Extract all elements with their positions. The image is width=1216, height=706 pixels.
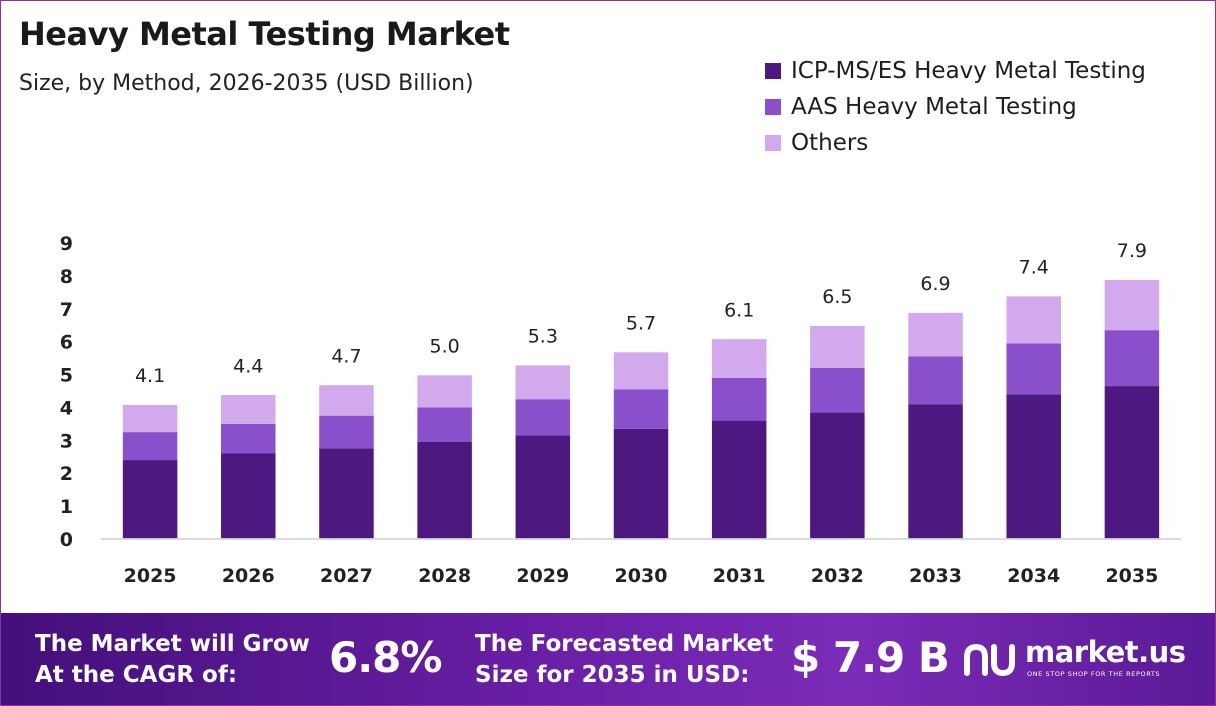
bar-segment-icp (711, 420, 768, 539)
forecast-value: $ 7.9 B (791, 633, 950, 682)
bar-segment-aas (613, 389, 669, 429)
bar-segment-icp (1103, 386, 1160, 539)
x-tick-label: 2027 (320, 565, 373, 587)
y-tick-label: 4 (60, 397, 73, 419)
bar-segment-others (613, 351, 669, 390)
bar-segment-aas (809, 367, 866, 413)
bar-total-label: 7.9 (1117, 240, 1147, 262)
bar-segment-aas (514, 399, 571, 436)
bar-segment-icp (416, 441, 473, 539)
bar-segment-others (1103, 279, 1160, 331)
bar-segment-others (1005, 295, 1062, 344)
footer-banner: The Market will Grow At the CAGR of: 6.8… (1, 613, 1215, 705)
x-tick-label: 2025 (124, 565, 177, 587)
bar-segment-icp (613, 428, 669, 539)
y-tick-label: 7 (60, 299, 73, 321)
legend-swatch-aas (765, 99, 781, 115)
y-tick-label: 6 (60, 332, 73, 354)
bar-total-label: 6.5 (822, 286, 852, 308)
x-tick-label: 2032 (811, 565, 864, 587)
bar-segment-others (220, 394, 277, 424)
bar-total-label: 6.1 (724, 299, 754, 321)
bar-segment-icp (907, 404, 964, 539)
bar-segment-aas (220, 423, 277, 454)
bar-total-label: 5.0 (430, 336, 460, 358)
bar-segment-others (809, 325, 866, 368)
bar-total-label: 7.4 (1019, 257, 1049, 279)
legend-label-others: Others (791, 130, 869, 156)
bar-total-label: 4.4 (233, 355, 263, 377)
legend-item-aas: AAS Heavy Metal Testing (765, 89, 1146, 125)
bar-total-label: 5.3 (528, 326, 558, 348)
bar-segment-aas (416, 407, 473, 442)
y-tick-label: 8 (60, 266, 73, 288)
logo-tagline: ONE STOP SHOP FOR THE REPORTS (1027, 670, 1161, 678)
bar-segment-icp (514, 435, 571, 539)
y-tick-label: 2 (60, 463, 73, 485)
y-tick-label: 3 (60, 430, 73, 452)
bar-total-label: 4.1 (135, 365, 165, 387)
y-tick-label: 0 (60, 529, 73, 551)
forecast-label-line2: Size for 2035 in USD: (475, 662, 750, 688)
bar-total-label: 4.7 (331, 345, 361, 367)
x-tick-label: 2033 (909, 565, 962, 587)
bar-segment-others (711, 338, 768, 378)
bar-segment-others (416, 374, 473, 408)
y-tick-label: 5 (60, 365, 73, 387)
cagr-label-line1: The Market will Grow (35, 631, 310, 657)
bar-segment-aas (907, 356, 964, 405)
bar-segment-aas (1005, 343, 1062, 395)
bar-total-label: 6.9 (920, 273, 950, 295)
legend-label-aas: AAS Heavy Metal Testing (791, 94, 1077, 120)
x-tick-label: 2028 (418, 565, 471, 587)
legend: ICP-MS/ES Heavy Metal Testing AAS Heavy … (765, 53, 1146, 161)
x-tick-label: 2031 (713, 565, 766, 587)
chart-title: Heavy Metal Testing Market (19, 15, 510, 53)
bar-segment-aas (711, 377, 768, 421)
legend-swatch-others (765, 135, 781, 151)
bar-segment-others (907, 312, 964, 357)
bar-segment-others (318, 384, 375, 416)
legend-item-others: Others (765, 125, 1146, 161)
cagr-value: 6.8% (329, 633, 442, 682)
logo-text: market.us (1025, 635, 1186, 669)
bar-segment-aas (318, 415, 375, 449)
cagr-label-line2: At the CAGR of: (35, 662, 238, 688)
x-tick-label: 2035 (1105, 565, 1158, 587)
bar-segment-icp (220, 453, 277, 539)
bar-segment-icp (809, 412, 866, 539)
legend-swatch-icp (765, 63, 781, 79)
cagr-label: The Market will Grow At the CAGR of: (35, 629, 310, 691)
x-tick-label: 2034 (1007, 565, 1060, 587)
market-us-logo-icon (964, 643, 1015, 677)
x-tick-label: 2029 (516, 565, 569, 587)
bar-segment-others (122, 404, 179, 433)
y-tick-label: 9 (60, 233, 73, 255)
bar-segment-aas (122, 432, 179, 461)
bar-total-label: 5.7 (626, 313, 656, 335)
bar-segment-aas (1103, 330, 1160, 387)
legend-label-icp: ICP-MS/ES Heavy Metal Testing (791, 58, 1146, 84)
chart-subtitle: Size, by Method, 2026-2035 (USD Billion) (19, 71, 474, 96)
bar-segment-icp (1005, 394, 1062, 539)
y-tick-label: 1 (60, 496, 73, 518)
x-tick-label: 2026 (222, 565, 275, 587)
stacked-bar-chart: 0 1 2 3 4 5 6 7 8 9 4.1 2025 4.4 2026 4.7 2027 5.0 2028 5.… (60, 233, 1181, 587)
forecast-label: The Forecasted Market Size for 2035 in U… (475, 629, 773, 691)
forecast-label-line1: The Forecasted Market (475, 631, 774, 657)
bar-segment-others (514, 364, 571, 400)
bar-segment-icp (318, 448, 375, 539)
x-tick-label: 2030 (615, 565, 668, 587)
legend-item-icp: ICP-MS/ES Heavy Metal Testing (765, 53, 1146, 89)
bar-segment-icp (122, 460, 179, 539)
